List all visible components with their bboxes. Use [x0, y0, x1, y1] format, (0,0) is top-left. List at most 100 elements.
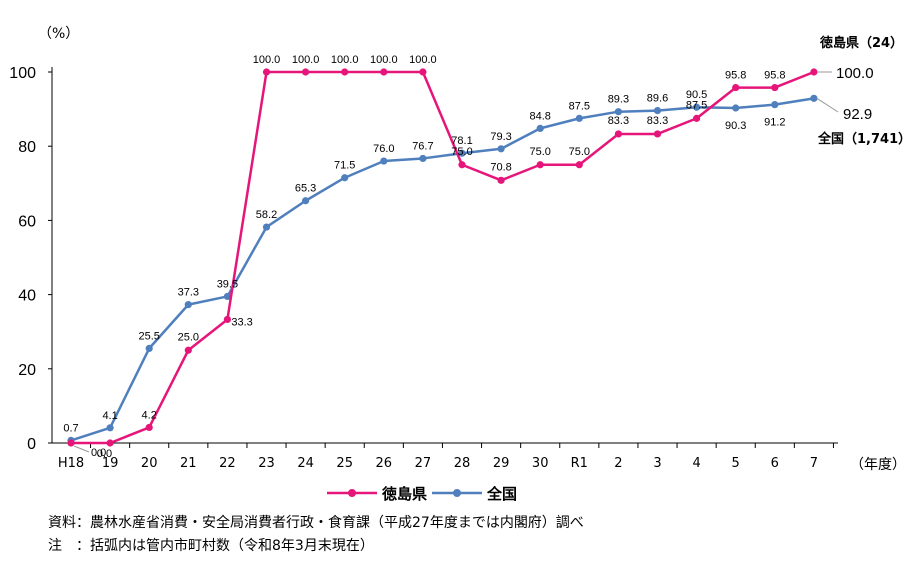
axes	[51, 67, 838, 444]
chart-notes: 資料：農林水産省消費・安全局消費者行政・食育課（平成27年度までは内閣府）調べ …	[48, 512, 584, 558]
y-tick-label: 60	[18, 213, 36, 230]
data-label-national: 91.2	[764, 117, 785, 129]
data-label-tokushima: 70.8	[490, 161, 511, 173]
data-point	[67, 439, 75, 447]
data-label-tokushima: 4.2	[142, 409, 157, 421]
end-labels: 徳島県（24） 100.0 92.9 全国（1,741）	[817, 35, 911, 147]
data-point	[810, 94, 818, 102]
data-label-national: 89.3	[608, 94, 629, 106]
data-label-tokushima: 83.3	[647, 115, 668, 127]
data-point	[458, 149, 466, 157]
x-tick-label: 26	[376, 456, 393, 471]
x-tick-label: 19	[102, 456, 119, 471]
series-national	[67, 94, 818, 445]
data-point	[732, 83, 740, 92]
data-point	[262, 68, 271, 76]
x-tick-label: 21	[180, 456, 197, 471]
data-label-national: 4.1	[102, 410, 117, 422]
series-line	[71, 70, 815, 445]
first-point-leader	[73, 445, 90, 453]
x-tick-label: 6	[771, 456, 779, 471]
y-tick-label: 100	[9, 65, 36, 82]
data-label-tokushima: 33.3	[231, 316, 252, 328]
data-label-national: 78.1	[451, 135, 472, 147]
data-point	[419, 154, 427, 163]
data-point	[497, 145, 505, 153]
legend-marker-tokushima	[348, 489, 356, 497]
series-end-name-tokushima: 徳島県（24）	[819, 35, 903, 51]
legend: 徳島県 全国	[327, 485, 517, 503]
data-label-national: 79.3	[490, 131, 511, 143]
data-point	[302, 197, 310, 205]
data-point	[380, 68, 388, 76]
data-label-tokushima: 100.0	[331, 54, 359, 66]
data-point	[341, 68, 349, 76]
legend-label-tokushima: 徳島県	[381, 485, 427, 503]
data-point	[693, 114, 701, 122]
x-tick-label: 2	[614, 456, 622, 471]
data-label-national: 39.5	[217, 278, 238, 290]
series-lines	[67, 68, 839, 447]
data-point	[106, 439, 114, 447]
data-label-national: 58.2	[256, 209, 277, 221]
series-line	[70, 97, 815, 442]
data-label-tokushima: 100.0	[409, 54, 437, 66]
series-tokushima	[67, 68, 818, 447]
data-point	[458, 161, 466, 169]
data-label-national: 0.7	[63, 422, 78, 434]
data-label-national: 37.3	[178, 287, 199, 299]
data-label-tokushima: 100.0	[370, 54, 398, 66]
data-point	[693, 103, 701, 111]
data-point	[575, 114, 583, 122]
data-point	[223, 292, 231, 301]
data-point	[536, 161, 544, 169]
data-point	[732, 104, 740, 112]
data-label-national: 90.3	[725, 120, 746, 132]
x-tick-label: 20	[141, 456, 158, 471]
x-tick-label: 4	[692, 456, 700, 471]
x-tick-label: 29	[493, 456, 510, 471]
y-tick-labels: 0 20 40 60 80 100	[9, 65, 52, 453]
source-note: 資料：農林水産省消費・安全局消費者行政・食育課（平成27年度までは内閣府）調べ	[48, 515, 584, 531]
data-label-tokushima: 75.0	[451, 146, 472, 158]
y-tick-label: 40	[18, 288, 36, 305]
x-axis-unit-label: （年度）	[850, 457, 906, 473]
series-end-value-tokushima: 100.0	[836, 65, 874, 82]
data-point	[223, 315, 231, 324]
data-label-national: 87.5	[569, 100, 590, 112]
data-point	[419, 68, 427, 76]
data-point	[653, 130, 662, 138]
data-label-tokushima: 75.0	[569, 146, 590, 158]
x-tick-label: 28	[454, 456, 471, 471]
data-point	[810, 68, 818, 76]
data-label-national: 76.7	[412, 140, 433, 152]
data-point	[184, 346, 192, 354]
data-label-national: 90.5	[686, 89, 707, 101]
data-point	[106, 424, 114, 432]
data-point	[771, 101, 779, 109]
x-tick-label: 24	[297, 456, 314, 471]
x-tick-label: 30	[532, 456, 549, 471]
data-point	[262, 223, 271, 231]
series-end-name-national: 全国（1,741）	[817, 131, 911, 147]
data-label-tokushima: 0.0	[97, 448, 112, 460]
data-label-national: 65.3	[295, 183, 316, 195]
data-point	[575, 161, 583, 169]
data-label-tokushima: 100.0	[292, 54, 320, 66]
legend-marker-national	[453, 489, 461, 497]
x-tick-label: H18	[58, 456, 84, 471]
data-label-tokushima: 83.3	[608, 115, 629, 127]
x-tick-label: 23	[258, 456, 275, 471]
data-point	[341, 174, 349, 182]
line-chart: （%） （年度） H18 19 20 21 22 23 24 25 26 27 28 29 30 R1 2 3…	[9, 26, 911, 503]
x-tick-label: R1	[571, 456, 588, 471]
data-label-national: 84.8	[529, 110, 550, 122]
data-label-national: 76.0	[373, 143, 394, 155]
data-label-tokushima: 95.8	[764, 70, 785, 82]
x-tick-labels: H18 19 20 21 22 23 24 25 26 27 28 29 30 R1 2 3 4 5 6 7	[58, 443, 834, 471]
data-point	[614, 108, 623, 116]
y-tick-label: 80	[18, 139, 36, 156]
data-point	[145, 344, 153, 352]
x-tick-label: 22	[219, 456, 236, 471]
data-point	[653, 106, 662, 115]
